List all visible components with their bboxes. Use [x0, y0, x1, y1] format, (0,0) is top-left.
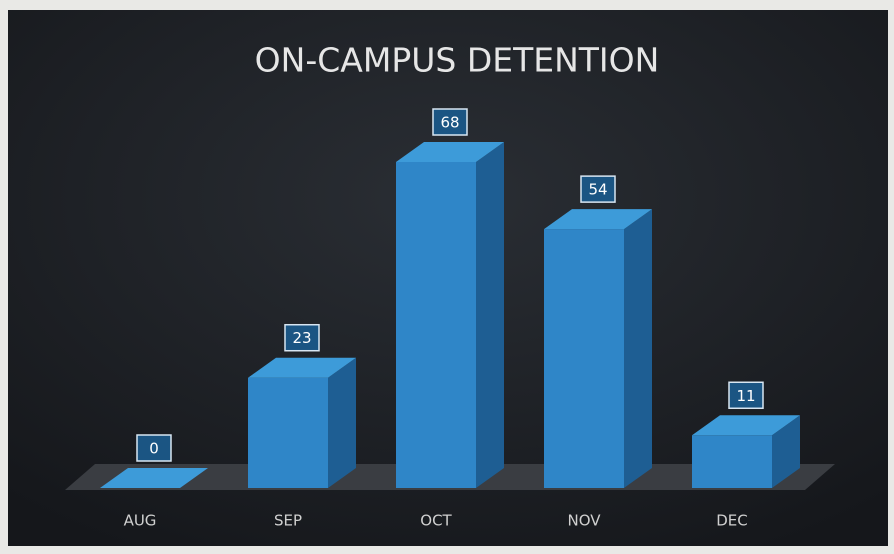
bar-top: [248, 357, 356, 378]
value-label: 23: [292, 329, 311, 347]
bar-side: [624, 209, 652, 488]
value-label-box: [136, 434, 172, 462]
value-label: 54: [588, 181, 607, 199]
x-tick-label: DEC: [716, 512, 748, 530]
value-label-box: [728, 381, 764, 410]
bar: [248, 377, 328, 488]
bar: [544, 229, 624, 488]
bar-top: [544, 209, 652, 230]
value-label-box: [432, 108, 468, 136]
bar-side: [772, 415, 800, 488]
bar-side: [476, 142, 504, 488]
value-label-box: [580, 175, 616, 203]
x-tick-label: NOV: [567, 512, 601, 530]
bar-side: [328, 357, 356, 488]
x-tick-label: SEP: [274, 512, 302, 530]
x-tick-label: OCT: [420, 512, 452, 530]
value-label-box: [284, 323, 320, 352]
chart-title: ON-CAMPUS DETENTION: [255, 41, 660, 80]
x-tick-label: AUG: [124, 512, 157, 530]
bar-top: [100, 468, 208, 488]
value-label: 0: [149, 440, 159, 458]
value-label: 11: [736, 387, 755, 405]
bar: [692, 435, 772, 488]
bar-top: [692, 415, 800, 436]
bar: [396, 162, 476, 488]
value-label: 68: [440, 114, 459, 132]
bar-top: [396, 142, 504, 162]
